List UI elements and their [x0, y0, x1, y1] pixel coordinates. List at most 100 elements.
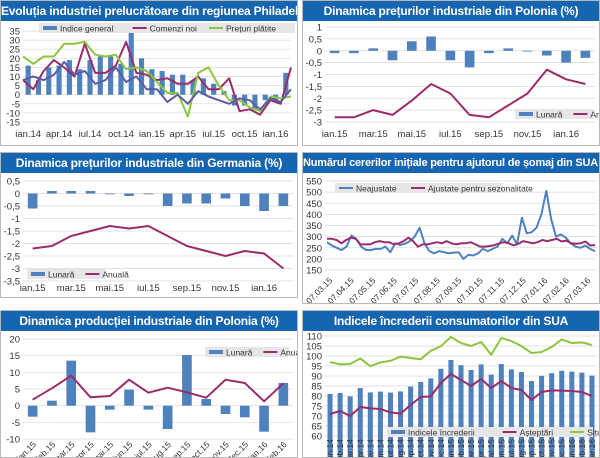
- bar: [549, 373, 555, 457]
- legend-label: Indice general: [60, 24, 114, 34]
- y-tick-label: -3: [12, 264, 20, 275]
- chart-polonia-productie: 20151050-5-10ian.15feb.15mar.15apr.15mai…: [6, 335, 297, 458]
- x-tick-label: iul.15: [137, 283, 160, 294]
- bar: [35, 80, 42, 95]
- y-tick-label: 105: [306, 342, 322, 353]
- bar: [580, 50, 591, 58]
- y-tick-label: 95: [311, 362, 322, 373]
- legend-label: Anuală: [280, 348, 297, 358]
- bar: [25, 65, 31, 95]
- x-tick-label: oct.15: [232, 129, 258, 140]
- x-tick-label: ian.14: [325, 439, 335, 457]
- x-tick-label: iul.15: [202, 129, 225, 140]
- bar: [259, 193, 269, 211]
- bar: [464, 50, 475, 68]
- y-tick-label: 0,5: [7, 177, 20, 188]
- y-tick-label: 110: [307, 332, 322, 343]
- series-line: [329, 373, 593, 417]
- x-tick-label: ian.16: [263, 129, 289, 140]
- bar: [239, 193, 250, 206]
- y-tick-label: -3: [314, 118, 322, 129]
- bar: [327, 394, 333, 457]
- y-tick-label: 300: [306, 232, 322, 243]
- bar: [559, 370, 565, 457]
- panel-germania-preturi: Dinamica prețurilor industriale din Germ…: [0, 152, 298, 298]
- bar: [47, 400, 57, 406]
- x-tick-label: mai.15: [486, 439, 496, 457]
- chart-somaj-sua: 55050045040035030025020015007.03.1507.04…: [304, 177, 597, 303]
- bar: [589, 375, 595, 457]
- bar: [278, 193, 289, 206]
- bar: [85, 405, 96, 433]
- bar: [406, 41, 417, 51]
- y-tick-label: 0: [15, 189, 20, 200]
- series-line: [334, 68, 586, 119]
- y-tick-label: -1,5: [4, 227, 20, 238]
- y-tick-label: 1: [317, 23, 322, 34]
- bar: [201, 399, 212, 406]
- bar: [445, 50, 456, 61]
- x-tick-label: mai.15: [96, 283, 125, 294]
- series-line: [329, 336, 593, 368]
- x-tick-label: mar.15: [57, 283, 86, 294]
- y-tick-label: -0,5: [4, 202, 20, 213]
- y-tick-label: 35: [9, 27, 20, 38]
- bar: [162, 405, 173, 429]
- y-tick-label: -2,5: [4, 252, 20, 263]
- y-tick-label: 10: [9, 72, 20, 83]
- x-tick-label: nov.15: [547, 439, 557, 457]
- x-tick-label: iun.15: [111, 439, 135, 457]
- y-tick-label: -0,5: [306, 58, 322, 69]
- bar: [448, 360, 454, 457]
- y-tick-label: 85: [311, 382, 322, 393]
- y-tick-label: 450: [306, 199, 322, 210]
- y-tick-label: 15: [9, 351, 20, 362]
- x-tick-label: ian.16: [553, 129, 579, 140]
- x-tick-label: sep.14: [406, 439, 416, 457]
- legend-label: Indicele încrederii: [408, 428, 475, 438]
- x-tick-label: iul.15: [439, 129, 462, 140]
- y-tick-label: -10: [6, 435, 20, 446]
- legend-label: Lunară: [226, 348, 253, 358]
- bar: [47, 191, 57, 194]
- bar: [367, 392, 373, 457]
- chart-title: Numărul cererilor inițiale pentru ajutor…: [303, 153, 599, 173]
- bar: [377, 391, 383, 457]
- bar: [169, 74, 176, 95]
- y-tick-label: -1: [12, 214, 20, 225]
- y-tick-label: 400: [306, 210, 322, 221]
- series-line: [326, 190, 596, 260]
- y-tick-label: 200: [306, 254, 322, 265]
- y-tick-label: -2,5: [306, 106, 322, 117]
- x-tick-label: feb.16: [265, 439, 289, 457]
- bar: [561, 50, 571, 63]
- bar: [143, 193, 154, 195]
- y-tick-label: -1: [314, 70, 322, 81]
- bar: [66, 60, 72, 95]
- x-tick-label: mar.14: [345, 439, 355, 457]
- bar: [27, 193, 38, 209]
- bar: [77, 69, 83, 95]
- legend-label: Lunară: [48, 270, 75, 280]
- y-tick-label: -3,5: [4, 277, 20, 288]
- x-tick-label: iul.15: [506, 439, 516, 457]
- x-tick-label: nov.15: [514, 129, 542, 140]
- x-tick-label: ian.16: [567, 439, 577, 457]
- x-tick-label: iun.15: [496, 439, 506, 457]
- bar: [408, 386, 414, 457]
- bar: [104, 405, 115, 410]
- bar: [200, 78, 206, 95]
- bar: [541, 50, 552, 56]
- y-tick-label: 0: [15, 401, 20, 412]
- x-tick-label: mar.15: [359, 129, 388, 140]
- y-tick-label: 350: [306, 221, 322, 232]
- panel-polonia-preturi: Dinamica prețurilor industriale din Polo…: [302, 0, 600, 146]
- x-tick-label: oct.14: [416, 439, 426, 457]
- legend-label: Ajustate pentru sezonalitate: [428, 184, 533, 194]
- y-tick-label: 500: [306, 188, 322, 199]
- bar: [66, 191, 77, 194]
- legend-label: Neajustate: [356, 184, 397, 194]
- x-tick-label: feb.16: [577, 439, 587, 457]
